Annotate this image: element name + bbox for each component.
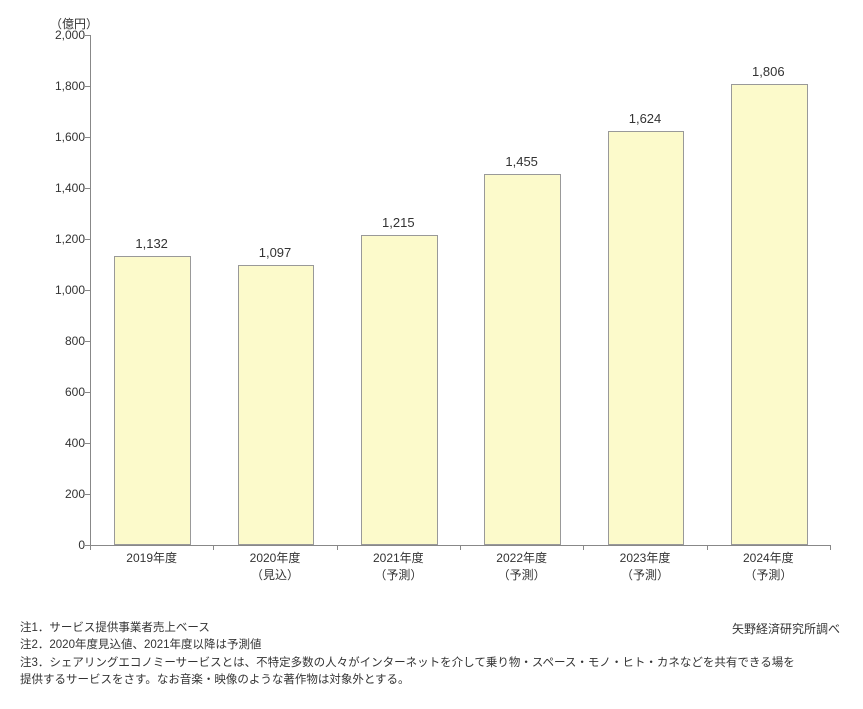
note-2: 注2．2020年度見込値、2021年度以降は予測値 — [20, 637, 840, 654]
bar — [731, 84, 807, 545]
y-tick-label: 2,000 — [55, 28, 85, 42]
bar-value-label: 1,215 — [382, 215, 415, 230]
x-tick-mark — [830, 545, 831, 550]
note-3b: 提供するサービスをさす。なお音楽・映像のような著作物は対象外とする。 — [20, 672, 840, 689]
y-tick-mark — [85, 341, 90, 342]
chart-notes: 注1．サービス提供事業者売上ベース 注2．2020年度見込値、2021年度以降は… — [20, 620, 840, 689]
bar-value-label: 1,455 — [505, 154, 538, 169]
plot-area — [90, 35, 831, 546]
y-tick-mark — [85, 137, 90, 138]
bar — [238, 265, 314, 545]
y-tick-mark — [85, 86, 90, 87]
x-tick-mark — [707, 545, 708, 550]
y-tick-mark — [85, 392, 90, 393]
bar-chart: （億円） 02004006008001,0001,2001,4001,6001,… — [20, 20, 840, 580]
y-tick-label: 1,400 — [55, 181, 85, 195]
note-3: 注3．シェアリングエコノミーサービスとは、不特定多数の人々がインターネットを介し… — [20, 655, 840, 672]
bar — [361, 235, 437, 545]
x-tick-mark — [337, 545, 338, 550]
y-tick-label: 1,600 — [55, 130, 85, 144]
y-tick-mark — [85, 494, 90, 495]
y-tick-label: 1,000 — [55, 283, 85, 297]
bar-value-label: 1,097 — [259, 245, 292, 260]
x-tick-label: 2022年度（予測） — [496, 550, 547, 584]
y-tick-label: 0 — [78, 538, 85, 552]
bar — [608, 131, 684, 545]
x-tick-label: 2019年度 — [126, 550, 177, 584]
bar-value-label: 1,624 — [629, 111, 662, 126]
note-1: 注1．サービス提供事業者売上ベース — [20, 620, 840, 637]
y-tick-label: 200 — [65, 487, 85, 501]
y-tick-mark — [85, 443, 90, 444]
x-tick-label: 2021年度（予測） — [373, 550, 424, 584]
x-tick-mark — [213, 545, 214, 550]
y-tick-mark — [85, 290, 90, 291]
source-label: 矢野経済研究所調べ — [732, 620, 840, 637]
y-tick-label: 400 — [65, 436, 85, 450]
x-tick-mark — [90, 545, 91, 550]
x-tick-mark — [460, 545, 461, 550]
bar-value-label: 1,132 — [135, 236, 168, 251]
x-tick-label: 2023年度（予測） — [620, 550, 671, 584]
y-tick-label: 800 — [65, 334, 85, 348]
y-tick-mark — [85, 239, 90, 240]
x-tick-label: 2024年度（予測） — [743, 550, 794, 584]
y-tick-label: 1,800 — [55, 79, 85, 93]
x-tick-mark — [583, 545, 584, 550]
bar-value-label: 1,806 — [752, 64, 785, 79]
y-tick-label: 600 — [65, 385, 85, 399]
y-tick-label: 1,200 — [55, 232, 85, 246]
bar — [484, 174, 560, 545]
bar — [114, 256, 190, 545]
y-tick-mark — [85, 35, 90, 36]
x-tick-label: 2020年度（見込） — [250, 550, 301, 584]
y-tick-mark — [85, 188, 90, 189]
